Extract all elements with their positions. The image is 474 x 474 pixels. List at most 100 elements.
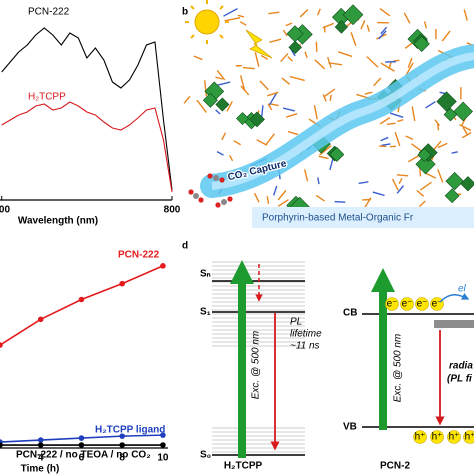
linker	[334, 200, 346, 203]
linker	[253, 192, 260, 203]
linker	[323, 88, 336, 98]
zr-cluster	[288, 40, 302, 55]
zr-cluster	[417, 147, 432, 162]
linker	[317, 8, 321, 16]
x-tick-label: 4	[38, 453, 44, 464]
linker	[299, 9, 309, 18]
carbon	[213, 175, 219, 181]
linker	[317, 177, 320, 185]
linker	[407, 154, 421, 163]
oxygen	[207, 173, 213, 179]
series-marker	[119, 280, 125, 287]
linker	[266, 196, 270, 205]
linker	[318, 155, 329, 160]
oxygen	[227, 196, 233, 202]
linker	[254, 52, 260, 67]
linker	[313, 105, 318, 120]
series-marker	[160, 432, 166, 438]
linker	[441, 30, 451, 42]
linker	[319, 145, 332, 156]
cocatalyst-bar	[434, 320, 474, 328]
band-label: VB	[343, 422, 357, 433]
zr-cluster	[286, 25, 304, 43]
diagram-title: PCN-2	[380, 461, 410, 472]
scheme-caption: Porphyrin-based Metal-Organic Fr	[262, 213, 414, 224]
excitation-label: Exc. @ 500 nm	[393, 334, 404, 403]
linker	[268, 92, 278, 107]
linker	[269, 103, 279, 107]
linker	[364, 91, 373, 95]
carriers: e⁻ e⁻ e⁻ e⁻ h⁺ h⁺ h⁺ h⁺	[385, 297, 474, 444]
series-marker	[78, 442, 85, 448]
series-line	[0, 265, 164, 346]
sun	[185, 0, 229, 44]
linker	[366, 56, 379, 68]
linker	[256, 139, 268, 146]
linker	[267, 91, 279, 97]
linker	[233, 140, 242, 146]
linker	[216, 69, 226, 81]
series-marker	[0, 442, 3, 448]
x-axis-title: Time (h)	[21, 464, 60, 474]
linker	[315, 194, 325, 202]
pcn-diagram: CB VB Exc. @ 500 nm e⁻ e⁻ e⁻ e⁻h⁺ h⁺ h⁺ h⁺ el …	[343, 268, 474, 472]
co2-flow-core	[211, 52, 474, 190]
zr-cluster	[436, 91, 457, 112]
h2tcpp-diagram: Sₙ S₁ S₀ Exc. @ 500 nm PL lifetime ~11 n…	[200, 260, 322, 472]
linker	[267, 103, 273, 111]
panel-label: d	[182, 241, 188, 252]
linker	[419, 181, 432, 191]
linker	[398, 177, 403, 184]
linker	[221, 132, 227, 141]
linker	[285, 22, 293, 27]
linker	[396, 185, 405, 194]
linker	[380, 62, 395, 72]
hole	[463, 430, 474, 444]
radiative-label: (PL fi	[447, 374, 472, 385]
linker	[314, 59, 326, 70]
linker	[229, 155, 234, 162]
linker	[381, 143, 391, 147]
linker	[215, 76, 223, 80]
linker	[380, 136, 389, 142]
oxygen	[215, 202, 221, 208]
hole	[430, 430, 444, 444]
co2-molecules	[188, 173, 233, 208]
linker	[337, 51, 353, 58]
linker	[268, 11, 280, 15]
level-bands	[212, 261, 305, 453]
linker	[389, 112, 404, 118]
linker	[183, 95, 191, 104]
linker	[216, 151, 224, 156]
level-label: S₁	[200, 307, 211, 318]
linker	[393, 59, 400, 62]
linker	[242, 66, 255, 70]
linker	[379, 116, 391, 125]
linker	[287, 56, 294, 62]
linker	[216, 81, 231, 86]
linker	[328, 62, 343, 66]
series-marker	[78, 296, 85, 303]
linker	[396, 174, 409, 177]
electron	[385, 297, 399, 311]
linker	[425, 101, 436, 109]
linker	[461, 131, 472, 139]
electron-label: e⁻	[432, 299, 443, 310]
series-label: H₂TCPP ligand	[95, 425, 165, 436]
linker	[261, 105, 264, 117]
series-marker	[37, 316, 44, 323]
linker	[463, 9, 468, 21]
linker	[269, 38, 282, 43]
electron-label: e⁻	[402, 299, 413, 310]
series-marker	[78, 435, 85, 441]
linker	[360, 20, 366, 30]
linker	[462, 127, 469, 136]
electron-label: e⁻	[387, 299, 398, 310]
sun-rays	[185, 0, 229, 44]
linker	[437, 142, 448, 149]
linker	[224, 17, 241, 22]
excitation-label: Exc. @ 500 nm	[251, 331, 262, 400]
linker	[403, 12, 411, 24]
